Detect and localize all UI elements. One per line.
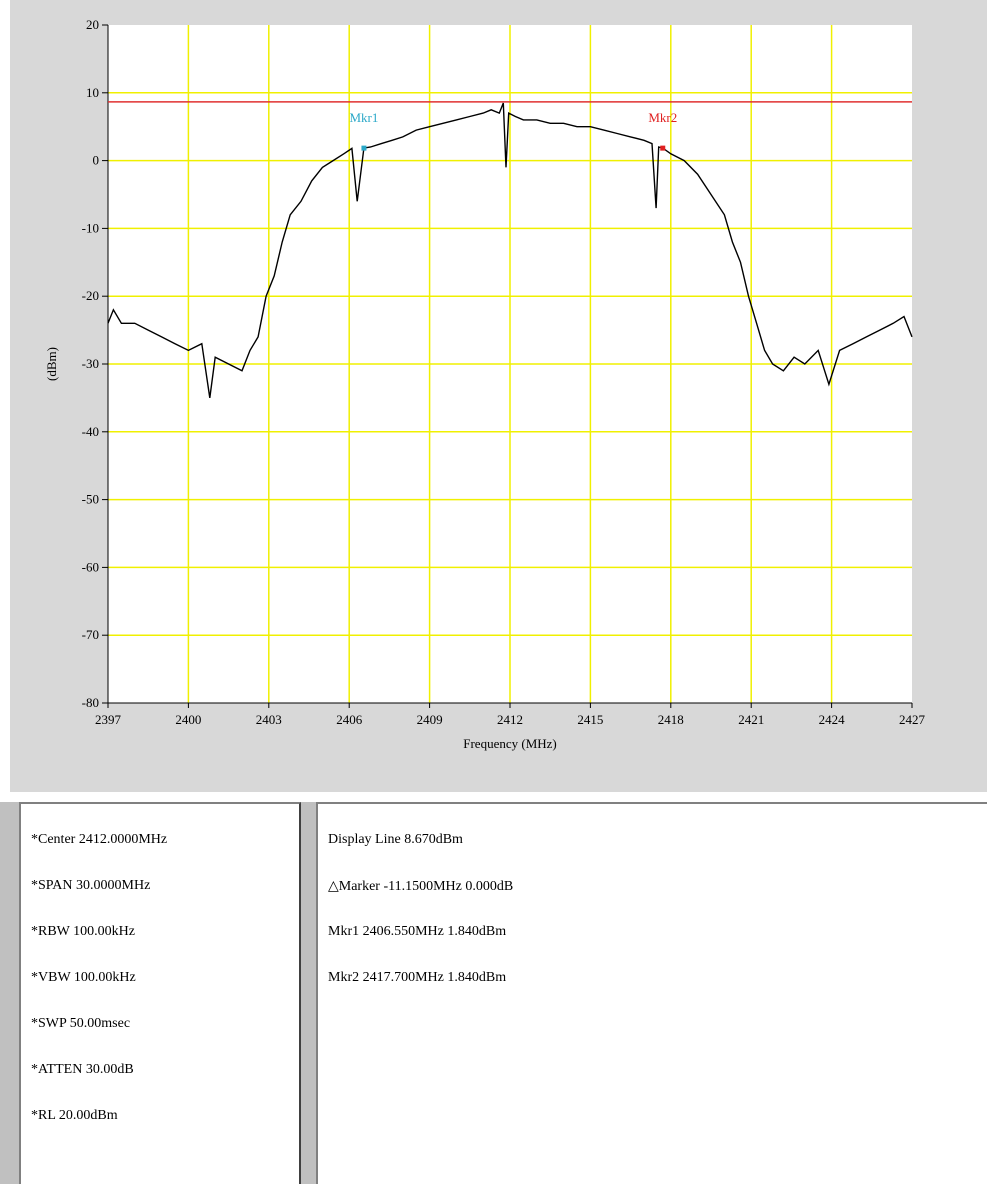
y-tick-label: -70 bbox=[82, 627, 99, 642]
x-tick-label: 2424 bbox=[819, 712, 846, 727]
setting-atten: *ATTEN 30.00dB bbox=[31, 1062, 134, 1077]
setting-vbw: *VBW 100.00kHz bbox=[31, 970, 136, 985]
readout-display-line: Display Line 8.670dBm bbox=[328, 832, 463, 847]
setting-swp: *SWP 50.00msec bbox=[31, 1016, 131, 1031]
x-tick-label: 2403 bbox=[256, 712, 282, 727]
y-tick-label: -10 bbox=[82, 220, 99, 235]
x-tick-label: 2406 bbox=[336, 712, 363, 727]
separator bbox=[0, 792, 987, 802]
setting-rbw: *RBW 100.00kHz bbox=[31, 924, 135, 939]
marker-label: Mkr1 bbox=[349, 110, 378, 125]
x-tick-label: 2418 bbox=[658, 712, 684, 727]
spectrum-trace bbox=[107, 102, 913, 399]
middle-gutter bbox=[301, 802, 316, 1184]
y-tick-label: -20 bbox=[82, 288, 99, 303]
y-tick-label: -60 bbox=[82, 559, 99, 574]
x-tick-label: 2415 bbox=[577, 712, 603, 727]
setting-span: *SPAN 30.0000MHz bbox=[31, 878, 151, 893]
y-tick-label: 10 bbox=[86, 85, 99, 100]
readout-mkr2: Mkr2 2417.700MHz 1.840dBm bbox=[328, 970, 507, 985]
left-gutter bbox=[0, 802, 19, 1184]
setting-center: *Center 2412.0000MHz bbox=[31, 832, 168, 847]
settings-panel: *Center 2412.0000MHz *SPAN 30.0000MHz *R… bbox=[19, 802, 301, 1184]
y-tick-label: -30 bbox=[82, 356, 99, 371]
x-tick-label: 2397 bbox=[95, 712, 122, 727]
x-axis-title: Frequency (MHz) bbox=[463, 736, 557, 751]
readout-panel: Display Line 8.670dBm △Marker -11.1500MH… bbox=[316, 802, 987, 1184]
marker-label: Mkr2 bbox=[648, 110, 677, 125]
y-tick-label: 0 bbox=[93, 153, 100, 168]
readout-delta-marker: △Marker -11.1500MHz 0.000dB bbox=[328, 879, 514, 894]
x-tick-label: 2400 bbox=[175, 712, 201, 727]
x-tick-label: 2409 bbox=[417, 712, 443, 727]
x-tick-label: 2427 bbox=[899, 712, 926, 727]
readout-mkr1: Mkr1 2406.550MHz 1.840dBm bbox=[328, 924, 507, 939]
y-axis-title: (dBm) bbox=[44, 347, 59, 381]
y-tick-label: 20 bbox=[86, 17, 99, 32]
marker-point bbox=[660, 145, 666, 151]
x-tick-label: 2421 bbox=[738, 712, 764, 727]
y-tick-label: -50 bbox=[82, 492, 99, 507]
setting-rl: *RL 20.00dBm bbox=[31, 1108, 118, 1123]
spectrum-chart: 20 10 0 -10 -20 -30 -40 -50 -60 -70 -80 2397 2400 240… bbox=[44, 17, 926, 751]
chart-panel: 20 10 0 -10 -20 -30 -40 -50 -60 -70 -80 2397 2400 240… bbox=[10, 0, 987, 792]
marker-point bbox=[361, 145, 367, 151]
y-tick-label: -40 bbox=[82, 424, 99, 439]
x-tick-label: 2412 bbox=[497, 712, 523, 727]
y-tick-label: -80 bbox=[82, 695, 99, 710]
